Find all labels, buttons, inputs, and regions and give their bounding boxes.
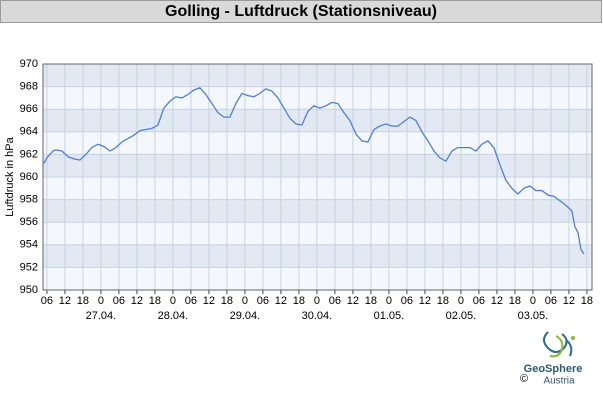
x-tick-label: 18 — [509, 295, 521, 307]
copyright: © — [520, 373, 528, 385]
x-tick-label: 12 — [563, 295, 575, 307]
x-tick-label: 0 — [458, 295, 464, 307]
day-label: 03.05. — [518, 310, 549, 322]
x-tick-label: 12 — [275, 295, 287, 307]
day-label: 02.05. — [446, 310, 477, 322]
x-tick-label: 18 — [77, 295, 89, 307]
y-tick-label: 960 — [20, 171, 38, 183]
x-tick-label: 06 — [545, 295, 557, 307]
line — [43, 86, 585, 255]
y-tick-label: 950 — [20, 284, 38, 296]
x-tick-label: 18 — [149, 295, 161, 307]
x-tick-label: 12 — [131, 295, 143, 307]
x-tick-label: 0 — [530, 295, 536, 307]
y-tick-label: 956 — [20, 216, 38, 228]
x-tick-label: 18 — [365, 295, 377, 307]
y-tick-label: 964 — [20, 126, 38, 138]
day-label: 29.04. — [230, 310, 261, 322]
x-tick-label: 06 — [401, 295, 413, 307]
x-tick-label: 12 — [491, 295, 503, 307]
day-label: 27.04. — [86, 310, 117, 322]
x-tick-label: 18 — [581, 295, 593, 307]
y-tick-label: 962 — [20, 148, 38, 160]
day-label: 01.05. — [374, 310, 405, 322]
band — [43, 109, 592, 132]
band — [43, 64, 592, 87]
x-tick-label: 12 — [419, 295, 431, 307]
y-tick-label: 954 — [20, 239, 38, 251]
x-tick-label: 18 — [437, 295, 449, 307]
y-axis-label: Luftdruck in hPa — [4, 136, 16, 216]
x-tick-label: 06 — [473, 295, 485, 307]
y-tick-label: 970 — [20, 58, 38, 70]
brand-sub: Austria — [543, 376, 575, 387]
x-tick-label: 0 — [314, 295, 320, 307]
x-tick-label: 06 — [113, 295, 125, 307]
y-tick-label: 952 — [20, 261, 38, 273]
x-tick-label: 06 — [41, 295, 53, 307]
day-label: 30.04. — [302, 310, 333, 322]
logo — [543, 331, 575, 358]
x-tick-label: 12 — [203, 295, 215, 307]
y-tick-label: 958 — [20, 194, 38, 206]
x-tick-label: 18 — [221, 295, 233, 307]
title-bar — [0, 0, 602, 23]
band — [43, 244, 592, 268]
x-tick-label: 0 — [386, 295, 392, 307]
brand: GeoSphere — [524, 363, 583, 375]
x-tick-label: 0 — [242, 295, 248, 307]
x-tick-label: 06 — [257, 295, 269, 307]
chart-title: Golling - Luftdruck (Stationsniveau) — [165, 3, 437, 20]
band — [43, 199, 592, 223]
x-tick-label: 18 — [293, 295, 305, 307]
y-tick-label: 968 — [20, 81, 38, 93]
x-tick-label: 06 — [185, 295, 197, 307]
x-tick-label: 12 — [347, 295, 359, 307]
y-tick-label: 966 — [20, 103, 38, 115]
x-tick-label: 0 — [170, 295, 176, 307]
band — [43, 154, 592, 177]
day-label: 28.04. — [158, 310, 189, 322]
plot-frame — [42, 63, 593, 291]
x-tick-label: 0 — [98, 295, 104, 307]
x-tick-label: 12 — [59, 295, 71, 307]
x-tick-label: 06 — [329, 295, 341, 307]
